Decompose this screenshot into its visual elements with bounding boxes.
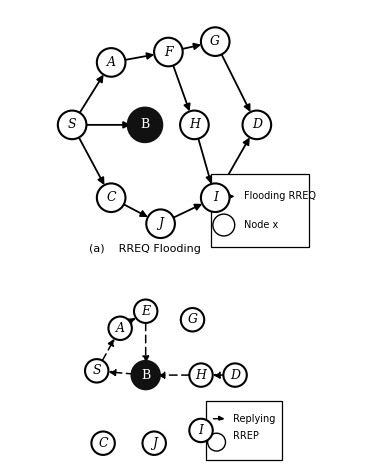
Text: A: A bbox=[107, 56, 116, 69]
Circle shape bbox=[189, 419, 213, 442]
Text: Flooding RREQ: Flooding RREQ bbox=[244, 192, 316, 201]
Circle shape bbox=[243, 111, 271, 139]
Circle shape bbox=[201, 184, 230, 212]
Text: B: B bbox=[141, 368, 150, 382]
Text: G: G bbox=[188, 313, 198, 326]
Text: C: C bbox=[98, 437, 108, 450]
Text: I: I bbox=[213, 191, 218, 204]
Text: (a)    RREQ Flooding: (a) RREQ Flooding bbox=[89, 244, 201, 254]
Text: S: S bbox=[92, 364, 101, 377]
Bar bbox=[206, 401, 282, 460]
Circle shape bbox=[180, 111, 209, 139]
Circle shape bbox=[189, 363, 213, 387]
Circle shape bbox=[58, 111, 86, 139]
Text: Node x: Node x bbox=[244, 220, 278, 230]
Circle shape bbox=[134, 299, 158, 323]
Circle shape bbox=[97, 184, 125, 212]
Text: J: J bbox=[152, 437, 157, 450]
Circle shape bbox=[181, 308, 204, 332]
Circle shape bbox=[109, 316, 132, 340]
Circle shape bbox=[223, 363, 247, 387]
Text: G: G bbox=[210, 35, 220, 48]
Circle shape bbox=[97, 48, 125, 77]
Text: B: B bbox=[140, 118, 150, 131]
Circle shape bbox=[142, 431, 166, 455]
Text: RREP: RREP bbox=[233, 431, 259, 441]
Circle shape bbox=[201, 27, 230, 56]
Text: H: H bbox=[195, 368, 206, 382]
Text: F: F bbox=[164, 45, 173, 59]
Text: D: D bbox=[252, 118, 262, 131]
Circle shape bbox=[132, 361, 159, 389]
Text: E: E bbox=[141, 305, 150, 318]
Text: J: J bbox=[158, 217, 163, 230]
Text: Replying: Replying bbox=[233, 414, 275, 424]
Text: A: A bbox=[116, 322, 125, 335]
Circle shape bbox=[154, 38, 183, 66]
Text: H: H bbox=[189, 118, 200, 131]
Text: C: C bbox=[106, 191, 116, 204]
Circle shape bbox=[128, 108, 162, 142]
Circle shape bbox=[213, 214, 235, 236]
Text: s: s bbox=[214, 438, 219, 447]
Circle shape bbox=[91, 431, 115, 455]
Bar bbox=[211, 174, 309, 247]
Circle shape bbox=[208, 433, 226, 451]
Text: I: I bbox=[198, 424, 204, 437]
Text: s: s bbox=[221, 220, 226, 229]
Circle shape bbox=[85, 359, 109, 383]
Text: S: S bbox=[68, 118, 77, 131]
Text: D: D bbox=[230, 368, 240, 382]
Circle shape bbox=[146, 210, 175, 238]
